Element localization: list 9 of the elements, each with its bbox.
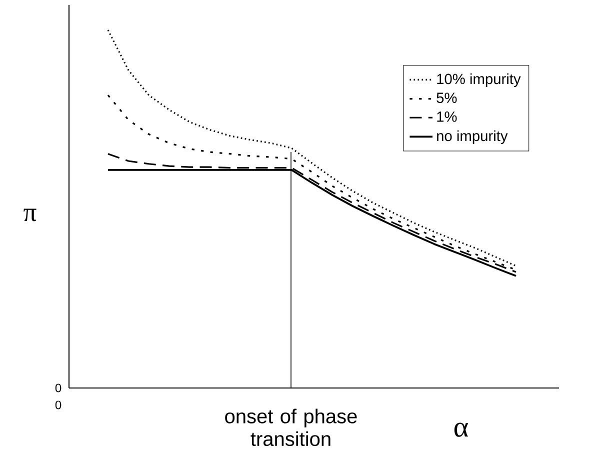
x-axis-title: α bbox=[454, 422, 468, 437]
text: 0 bbox=[55, 400, 62, 410]
legend-label: 10% impurity bbox=[437, 73, 521, 88]
legend-label: 5% bbox=[436, 92, 457, 104]
legend-label: 1% bbox=[437, 112, 457, 122]
text: onset of phase transition bbox=[225, 408, 357, 446]
text: 0 bbox=[55, 384, 62, 392]
legend-label: no impurity bbox=[437, 130, 508, 144]
y-axis-title: π bbox=[24, 208, 36, 222]
